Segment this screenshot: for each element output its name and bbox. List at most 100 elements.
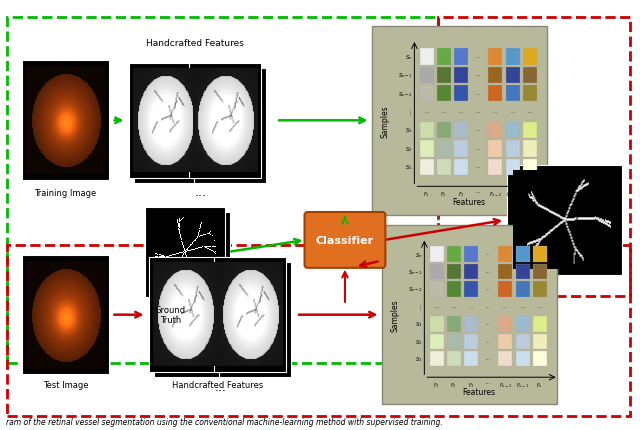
Bar [134, 69, 206, 183]
Bar [516, 334, 530, 349]
Bar [429, 351, 444, 366]
Text: $S_{n-2}$: $S_{n-2}$ [408, 285, 422, 294]
Bar [438, 18, 630, 296]
Text: ···: ··· [493, 110, 498, 115]
Bar [506, 141, 520, 157]
Text: ···: ··· [503, 304, 508, 309]
Text: ···: ··· [510, 110, 515, 115]
Text: ···: ··· [476, 128, 481, 133]
Bar [464, 351, 478, 366]
Text: ···: ··· [476, 73, 481, 78]
Bar [499, 247, 513, 262]
Text: Handcrafted Features: Handcrafted Features [172, 381, 263, 390]
Text: ···: ··· [476, 55, 481, 60]
Bar [516, 316, 530, 332]
Text: $\vdots$: $\vdots$ [417, 302, 422, 311]
Bar [436, 160, 451, 175]
Bar [149, 258, 221, 372]
Bar [454, 141, 468, 157]
Text: ···: ··· [486, 322, 491, 327]
Text: $F_{n-1}$: $F_{n-1}$ [516, 380, 529, 389]
Text: ram of the retinal vessel segmentation using the conventional machine-learning m: ram of the retinal vessel segmentation u… [6, 418, 442, 426]
Bar [154, 263, 226, 377]
Bar [499, 316, 513, 332]
Bar [523, 160, 537, 175]
Bar [523, 86, 537, 102]
Text: ···: ··· [476, 92, 481, 96]
Bar [420, 49, 434, 65]
Text: ···: ··· [441, 110, 447, 115]
Bar [532, 316, 547, 332]
Bar [488, 86, 502, 102]
Bar [220, 263, 291, 377]
Bar [429, 247, 444, 262]
Bar [488, 68, 502, 84]
Text: Training Image: Training Image [35, 189, 97, 198]
Text: ···: ··· [527, 110, 532, 115]
Text: $S_3$: $S_3$ [404, 126, 412, 135]
Bar [507, 166, 622, 275]
Bar [436, 86, 451, 102]
Bar [429, 334, 444, 349]
Text: ···: ··· [451, 304, 456, 309]
Bar [195, 69, 266, 183]
Bar [454, 68, 468, 84]
Bar [499, 282, 513, 297]
Text: $S_{n-1}$: $S_{n-1}$ [408, 267, 422, 276]
Bar [429, 282, 444, 297]
Bar [516, 247, 530, 262]
Bar [506, 123, 520, 139]
Bar [429, 316, 444, 332]
Text: $F_n$: $F_n$ [536, 380, 543, 389]
Text: ...: ... [195, 186, 206, 199]
Bar [488, 160, 502, 175]
Text: Samples: Samples [380, 105, 389, 137]
Bar [454, 49, 468, 65]
Bar [532, 247, 547, 262]
Bar [506, 86, 520, 102]
Text: $S_1$: $S_1$ [404, 163, 412, 172]
Text: $S_2$: $S_2$ [415, 337, 422, 346]
Text: ···: ··· [476, 165, 481, 170]
Text: ···: ··· [424, 110, 429, 115]
Text: ···: ··· [486, 380, 491, 385]
Bar [464, 264, 478, 280]
Bar [447, 264, 461, 280]
Bar [532, 264, 547, 280]
Bar [214, 258, 286, 372]
Text: $F_n$: $F_n$ [527, 190, 533, 199]
Text: Classifier: Classifier [316, 235, 374, 246]
Bar [447, 316, 461, 332]
Bar [454, 123, 468, 139]
Text: $\vdots$: $\vdots$ [408, 108, 412, 117]
Text: $F_2$: $F_2$ [451, 380, 457, 389]
Bar [420, 141, 434, 157]
Bar [454, 160, 468, 175]
Bar [447, 247, 461, 262]
Text: ···: ··· [476, 147, 481, 151]
Bar [532, 334, 547, 349]
Bar [464, 334, 478, 349]
Bar [532, 282, 547, 297]
Text: $F_{n-1}$: $F_{n-1}$ [506, 190, 519, 199]
Bar [436, 68, 451, 84]
Bar [7, 245, 630, 416]
Bar [464, 316, 478, 332]
Bar [429, 264, 444, 280]
Text: ...: ... [214, 381, 226, 393]
Bar [464, 247, 478, 262]
Text: ···: ··· [486, 356, 491, 361]
Text: ···: ··· [486, 252, 491, 257]
Bar [506, 49, 520, 65]
Text: ···: ··· [434, 304, 439, 309]
Text: $F_1$: $F_1$ [433, 380, 440, 389]
Bar [447, 282, 461, 297]
Bar [516, 282, 530, 297]
Bar [129, 64, 201, 178]
Bar [499, 264, 513, 280]
Bar [420, 68, 434, 84]
Bar [523, 141, 537, 157]
Text: ···: ··· [468, 304, 474, 309]
Bar [382, 225, 557, 405]
Bar [499, 351, 513, 366]
